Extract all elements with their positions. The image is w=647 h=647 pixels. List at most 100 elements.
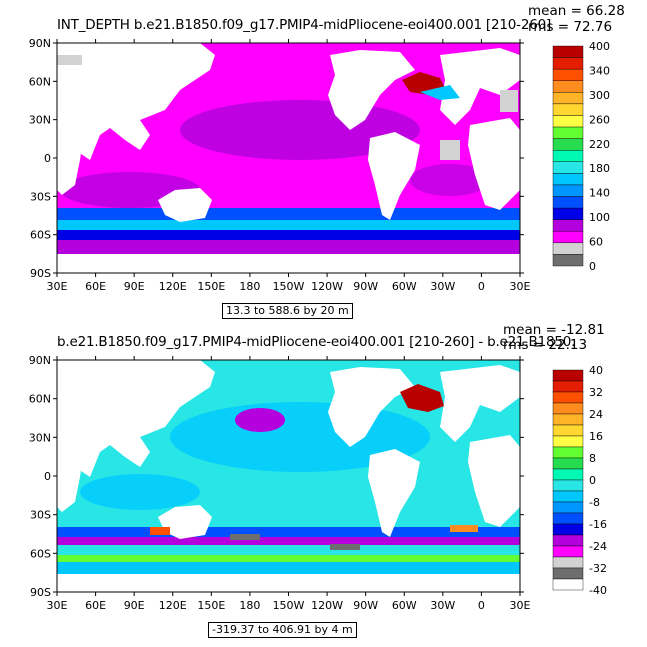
- colorbar-swatch: [552, 126, 584, 139]
- africa-east-land: [468, 118, 520, 210]
- colorbar-swatch: [552, 490, 584, 503]
- colorbar-swatch: [552, 556, 584, 569]
- lon-tick-label: 0: [478, 280, 485, 293]
- colorbar-swatch: [552, 380, 584, 393]
- europe-land: [440, 365, 520, 442]
- colorbar-swatch: [552, 402, 584, 415]
- panel-title: b.e21.B1850.f09_g17.PMIP4-midPliocene-eo…: [57, 334, 576, 350]
- colorbar-swatch: [552, 534, 584, 547]
- lat-tick-label: 60S: [30, 229, 51, 242]
- colorbar-swatch: [552, 173, 584, 186]
- colorbar-swatch: [552, 435, 584, 448]
- colorbar-swatch: [552, 567, 584, 580]
- north-atlantic-cyan: [420, 85, 460, 100]
- europe-land: [440, 48, 520, 125]
- range-label: 13.3 to 588.6 by 20 m: [222, 303, 353, 319]
- colorbar-swatch: [552, 68, 584, 81]
- colorbar-swatch: [552, 196, 584, 209]
- colorbar-swatch: [552, 457, 584, 470]
- lat-tick-label: 60N: [29, 393, 51, 406]
- africa-land: [57, 108, 85, 195]
- lon-tick-label: 120W: [311, 599, 343, 612]
- colorbar-label: -32: [589, 562, 607, 575]
- colorbar-swatch: [552, 219, 584, 232]
- lat-tick-label: 30S: [30, 190, 51, 203]
- lon-tick-label: 150E: [197, 280, 225, 293]
- colorbar-swatch: [552, 231, 584, 244]
- southern-band-3: [57, 545, 520, 555]
- lon-tick-label: 60W: [392, 599, 417, 612]
- lat-tick-label: 30N: [29, 114, 51, 127]
- colorbar-swatch: [552, 369, 584, 382]
- south-america-land: [368, 449, 420, 537]
- colorbar-swatch: [552, 468, 584, 481]
- colorbar-swatch: [552, 115, 584, 128]
- colorbar-swatch: [552, 413, 584, 426]
- colorbar-swatch: [552, 523, 584, 536]
- antarctica: [57, 574, 520, 592]
- colorbar-label: 16: [589, 430, 603, 443]
- colorbar-swatch: [552, 57, 584, 70]
- colorbar: 40 32 24 16 8 0 -8 -16 -24 -32 -40: [552, 364, 607, 597]
- lat-tick-label: 0: [44, 152, 51, 165]
- colorbar-swatch: [552, 242, 584, 255]
- colorbar-swatch: [552, 501, 584, 514]
- panel-title: INT_DEPTH b.e21.B1850.f09_g17.PMIP4-midP…: [57, 17, 552, 33]
- colorbar-label: 220: [589, 138, 610, 151]
- rms-stat: rms = 72.76: [528, 19, 613, 35]
- eurasia-land: [57, 43, 215, 160]
- lat-tick-label: 60S: [30, 547, 51, 560]
- colorbar-label: 8: [589, 452, 596, 465]
- colorbar: 400 340 300 260 220 180 140 100 60 0: [552, 40, 610, 273]
- colorbar-swatch: [552, 138, 584, 151]
- map-panel-int-depth: INT_DEPTH b.e21.B1850.f09_g17.PMIP4-midP…: [0, 0, 647, 322]
- lon-tick-label: 180: [239, 599, 260, 612]
- missing-patch: [440, 140, 460, 160]
- lon-tick-label: 90E: [124, 280, 145, 293]
- lon-tick-label: 120E: [159, 280, 187, 293]
- colorbar-swatch: [552, 92, 584, 105]
- lat-tick-label: 0: [44, 470, 51, 483]
- colorbar-label: 40: [589, 364, 603, 377]
- colorbar-swatch: [552, 446, 584, 459]
- lon-tick-label: 120W: [311, 280, 343, 293]
- lon-tick-label: 30E: [47, 280, 68, 293]
- colorbar-swatch: [552, 80, 584, 93]
- indian-band: [80, 474, 200, 510]
- colorbar-swatch: [552, 545, 584, 558]
- lon-tick-label: 120E: [159, 599, 187, 612]
- colorbar-swatch: [552, 45, 584, 58]
- mean-stat: mean = 66.28: [528, 3, 625, 19]
- north-atlantic-hotspot: [400, 384, 444, 412]
- lon-tick-label: 90E: [124, 599, 145, 612]
- colorbar-swatch: [552, 254, 584, 267]
- colorbar-label: 0: [589, 474, 596, 487]
- lon-tick-label: 60W: [392, 280, 417, 293]
- colorbar-label: 400: [589, 40, 610, 53]
- warm-patch: [150, 527, 170, 535]
- colorbar-label: 260: [589, 113, 610, 126]
- lon-tick-label: 30W: [430, 599, 455, 612]
- colorbar-label: -24: [589, 540, 607, 553]
- colorbar-swatch: [552, 161, 584, 174]
- southern-ocean-band-4: [57, 240, 520, 254]
- lat-tick-label: 90S: [30, 586, 51, 599]
- missing-patch: [230, 534, 260, 540]
- lon-tick-label: 30E: [510, 280, 531, 293]
- mean-stat: mean = -12.81: [503, 322, 605, 338]
- lat-tick-label: 90N: [29, 37, 51, 50]
- missing-patch: [330, 544, 360, 550]
- lat-tick-label: 60N: [29, 75, 51, 88]
- colorbar-swatch: [552, 578, 584, 591]
- missing-patch: [57, 55, 82, 65]
- lon-tick-label: 60E: [85, 599, 106, 612]
- colorbar-label: -16: [589, 518, 607, 531]
- colorbar-label: 60: [589, 236, 603, 249]
- colorbar-label: 100: [589, 211, 610, 224]
- missing-patch: [500, 90, 518, 112]
- lat-tick-label: 30S: [30, 509, 51, 522]
- colorbar-label: 32: [589, 386, 603, 399]
- colorbar-label: 24: [589, 408, 603, 421]
